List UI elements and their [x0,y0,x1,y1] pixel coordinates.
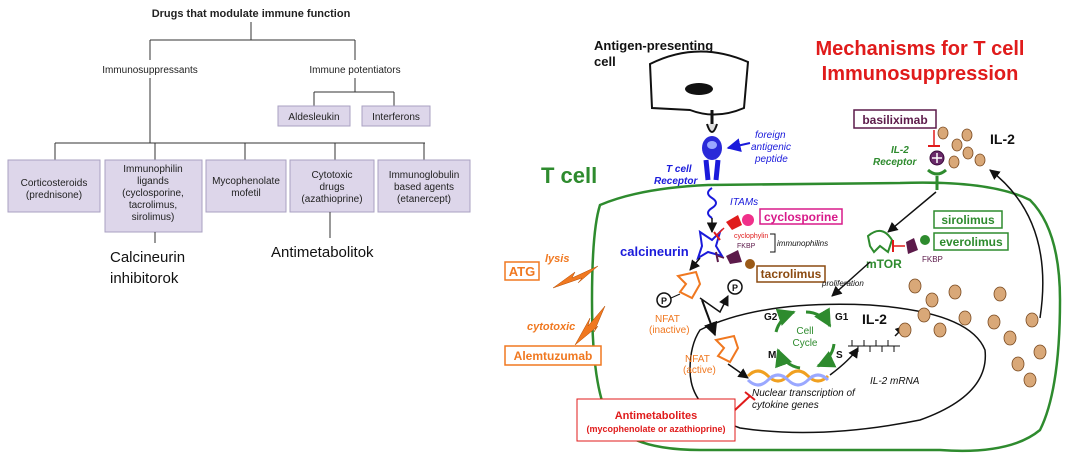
suppressant-box-0-line-0: Corticosteroids [21,178,88,189]
calcineurin-shape [696,228,725,261]
suppressant-box-3-line-1: drugs [319,182,344,193]
suppressant-box-1-line-1: ligands [137,176,169,187]
sirolimus-box [933,210,1003,229]
nuclear-transcription-line2: cytokine genes [752,400,819,411]
apc-label-line2: cell [594,54,616,69]
nfat-inactive-line2: (inactive) [649,325,690,336]
alemtuzumab-label: Alemtuzumab [514,349,593,363]
branch-immune-potentiators: Immune potentiators [309,65,400,76]
il2-particles-secreted [898,278,1047,388]
tree-title: Drugs that modulate immune function [152,8,351,20]
alemtuzumab-lightning [574,305,606,346]
suppressant-box-1-line-2: (cyclosporine, [122,188,184,199]
mechanism-title-line2: Immunosuppression [822,63,1019,85]
everolimus-box [933,232,1009,251]
suppressant-box-2-line-0: Mycophenolate [212,176,280,187]
alemtuzumab-box [504,345,602,366]
tacrolimus-label: tacrolimus [761,267,822,281]
immunophilins-label: immunophilins [777,239,828,248]
nfat-inactive-line1: NFAT [655,314,680,325]
il2-receptor-line2: Receptor [873,157,917,168]
cytotoxic-label: cytotoxic [527,321,575,333]
il2-particles-top [937,126,986,169]
nfat-inactive-shape [676,270,702,300]
everolimus-label: everolimus [939,235,1003,249]
calcineurin-label: calcineurin [620,244,689,259]
antimetabolites-box [576,398,736,442]
dna-helix [746,369,830,387]
mtor-shape [866,229,894,254]
suppressant-boxes: Corticosteroids(prednisone) Immunophilinl… [21,164,460,223]
mechanism-title-line1: Mechanisms for T cell [816,38,1025,60]
phase-g2: G2 [764,312,778,323]
suppressant-box-0-line-1: (prednisone) [26,190,82,201]
sirolimus-label: sirolimus [941,213,995,227]
nfat-active-line2: (active) [683,365,716,376]
phase-s: S [836,350,843,361]
peptide-label-line2: antigenic [751,142,791,153]
tacrolimus-box [756,265,826,283]
nucleus [689,303,987,434]
suppressant-box-3-line-2: (azathioprine) [301,194,362,205]
il2-top-label: IL-2 [990,131,1015,147]
atg-label: ATG [509,264,535,279]
suppressant-box-4-line-0: Immunoglobulin [389,170,460,181]
box-interferons: Interferons [372,112,420,123]
phase-m: M [768,350,776,361]
cyclosporine-box [759,208,843,225]
phosphate-1: P [661,296,667,306]
annotation-calcineurin-line1: Calcineurin [110,249,185,266]
apc-nucleus [685,83,713,95]
phase-g1: G1 [835,312,849,323]
annotation-antimetabolitok: Antimetabolitok [271,244,374,261]
mtor-label: mTOR [866,257,902,271]
nuclear-transcription-line1: Nuclear transcription of [752,388,856,399]
suppressant-box-4-line-1: based agents [394,182,454,193]
cell-cycle-line2: Cycle [792,338,817,349]
branch-immunosuppressants: Immunosuppressants [102,65,198,76]
proliferation-label: proliferation [821,279,864,288]
cyclophylin-label: cyclophylin [734,233,768,240]
cyclosporine-label: cyclosporine [764,210,838,224]
mechanism-diagram: Mechanisms for T cell Immunosuppression … [504,38,1062,453]
lysis-label: lysis [545,253,569,265]
peptide-label-line1: foreign [755,130,786,141]
peptide-label-line3: peptide [754,154,788,165]
cell-cycle-line1: Cell [796,326,813,337]
tcr-label-line1: T cell [666,164,692,175]
atg-box [504,261,540,281]
fkbp-label: FKBP [737,243,756,250]
antimetabolites-line1: Antimetabolites [615,410,698,422]
atg-lightning [552,265,599,289]
t-cell-label: T cell [541,163,597,188]
fkbp2-label: FKBP [922,255,943,264]
il2-receptor-line1: IL-2 [891,145,909,156]
il2-nucleus-label: IL-2 [862,311,887,327]
suppressant-box-4-line-2: (etanercept) [397,194,451,205]
basiliximab-box [853,109,937,129]
drug-tree: Drugs that modulate immune function Immu… [7,8,471,287]
suppressant-box-2-line-1: mofetil [231,188,260,199]
il2-mrna-label: IL-2 mRNA [870,376,920,387]
tcr-label-line2: Receptor [654,176,698,187]
nfat-active-line1: NFAT [685,354,710,365]
suppressant-box-1-line-3: tacrolimus, [129,200,177,211]
annotation-calcineurin-line2: inhibitorok [110,270,179,287]
nfat-active-shape [714,334,740,364]
box-aldesleukin: Aldesleukin [288,112,339,123]
phosphate-2: P [732,283,738,293]
itams-label: ITAMs [730,197,758,208]
basiliximab-label: basiliximab [862,113,927,127]
cell-cycle [774,307,837,370]
suppressant-box-1-line-4: sirolimus) [132,212,175,223]
suppressant-box-3-line-0: Cytotoxic [311,170,352,181]
antimetabolites-line2: (mycophenolate or azathioprine) [586,424,725,434]
suppressant-box-1-line-0: Immunophilin [123,164,182,175]
apc-label-line1: Antigen-presenting [594,38,713,53]
